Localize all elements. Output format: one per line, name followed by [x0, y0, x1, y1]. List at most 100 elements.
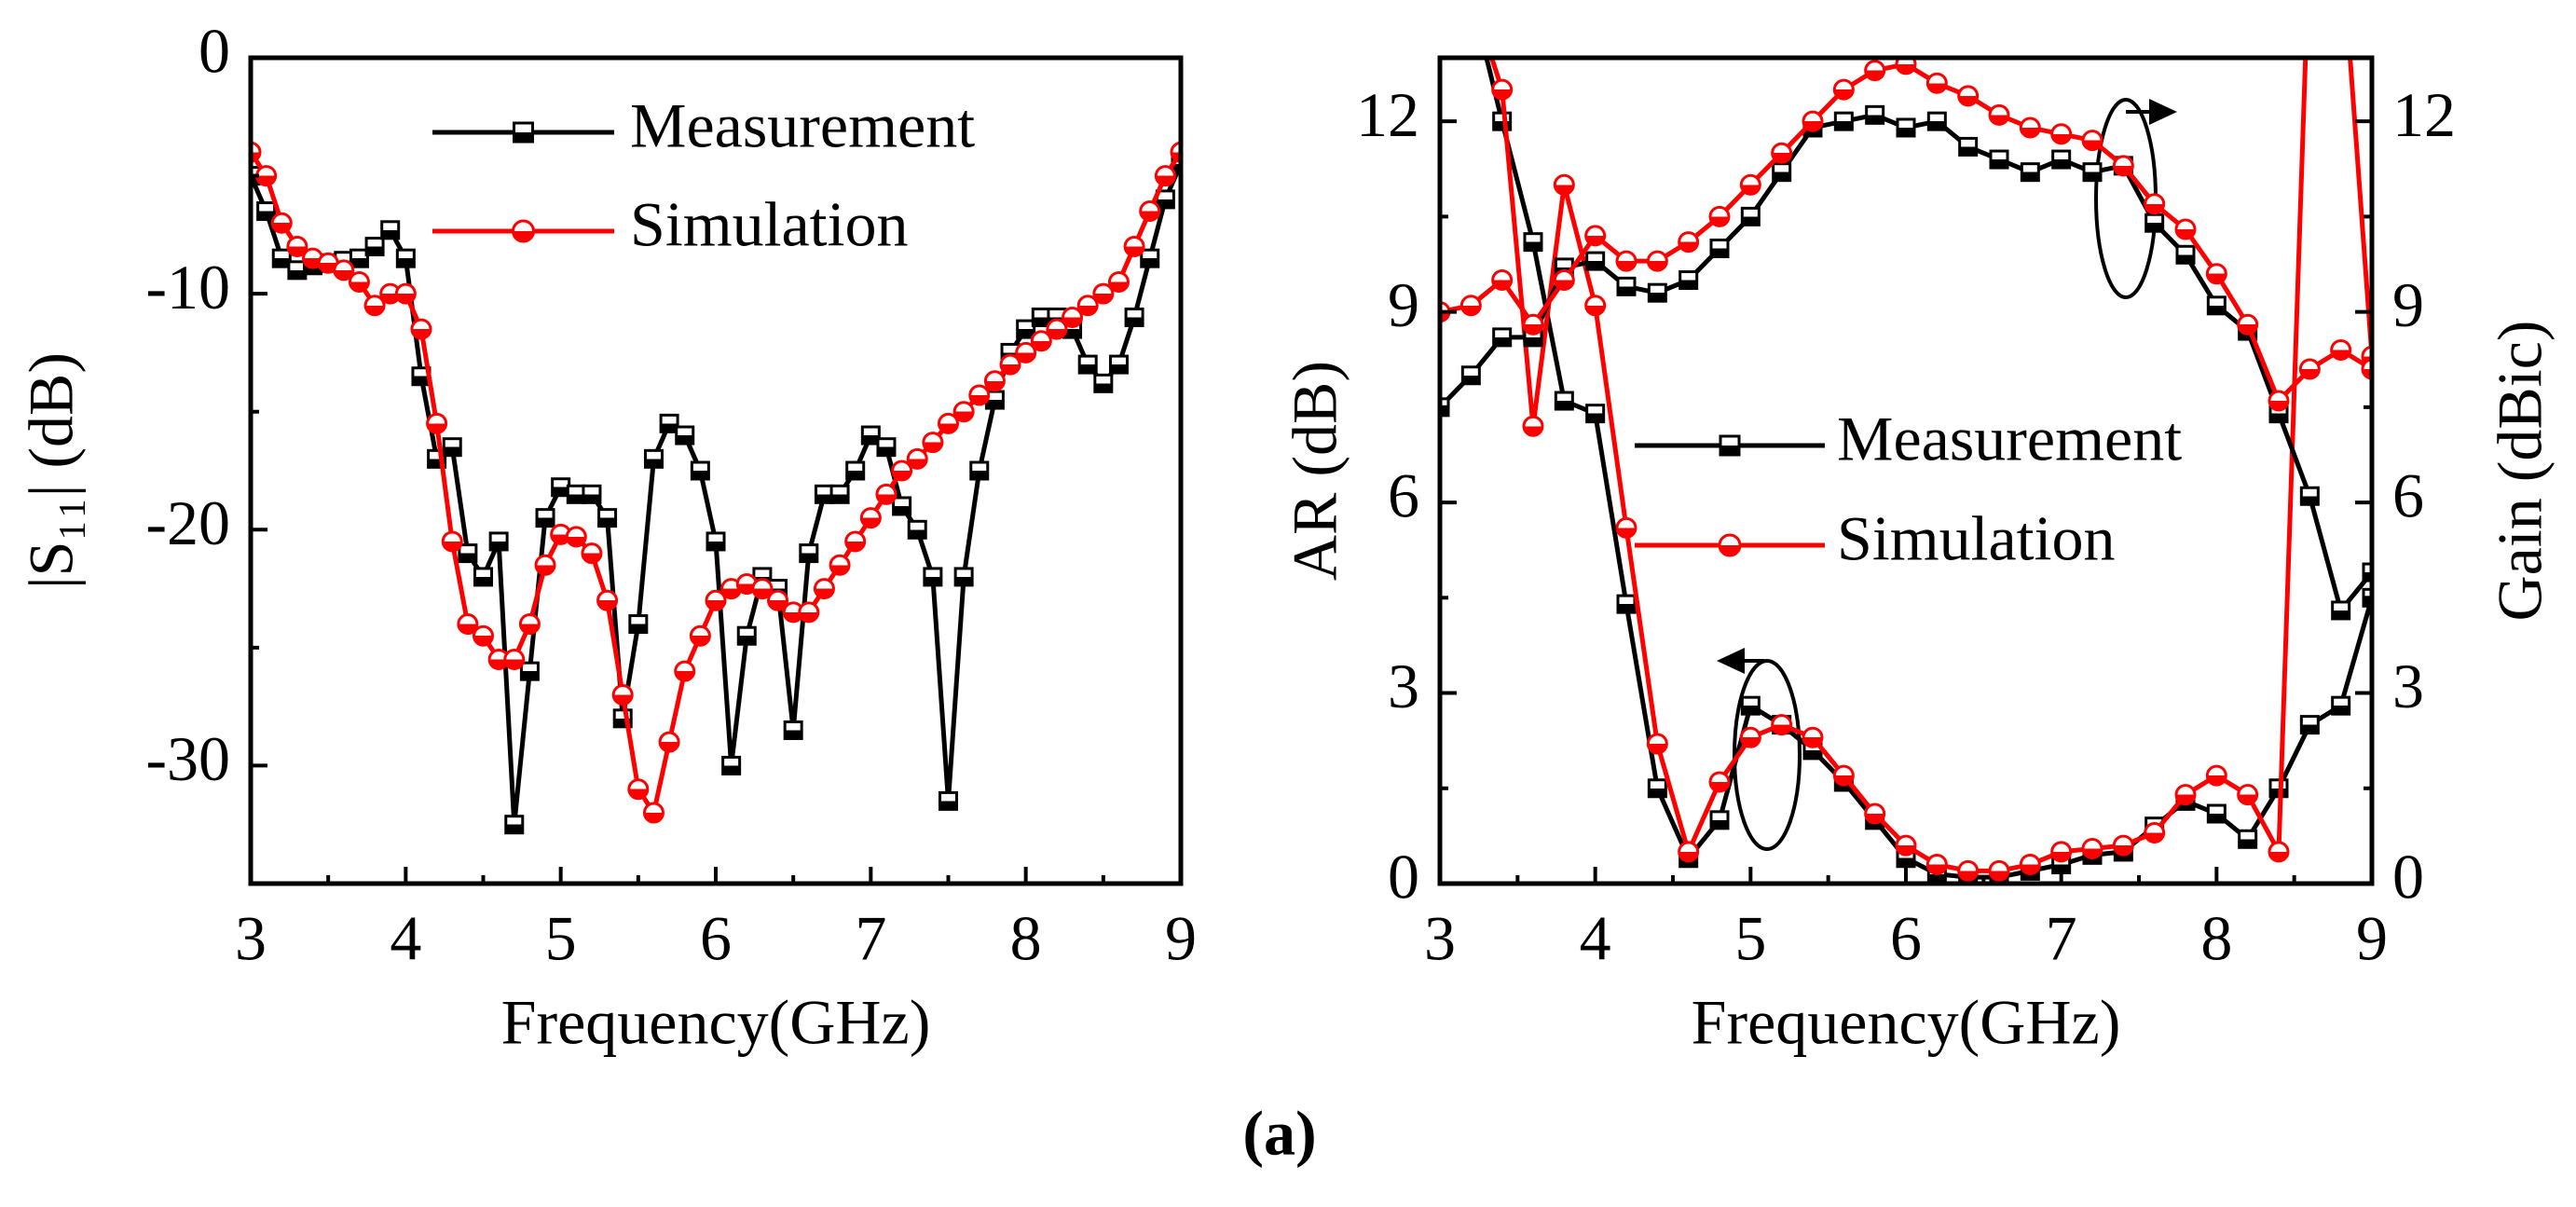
marker [1156, 167, 1174, 185]
y-tick-label: 3 [1388, 651, 1419, 721]
marker [1586, 226, 1605, 245]
marker [2301, 487, 2318, 504]
y2-axis-label: Gain (dBic) [2485, 321, 2555, 622]
marker [815, 580, 833, 598]
marker [1109, 272, 1128, 291]
marker [723, 757, 740, 774]
marker [1803, 112, 1822, 130]
marker [971, 462, 988, 479]
x-tick-label: 9 [1165, 903, 1197, 974]
marker [1679, 233, 1698, 252]
marker [1648, 734, 1666, 753]
x-tick-label: 4 [390, 903, 421, 974]
marker [1555, 271, 1573, 290]
marker [505, 651, 524, 669]
marker [459, 545, 476, 562]
marker [2177, 246, 2194, 263]
marker [738, 627, 755, 644]
marker [830, 555, 849, 574]
marker [1524, 417, 1542, 435]
marker [1927, 856, 1946, 874]
marker [2239, 315, 2257, 334]
page: {"caption": "(a)", "chart_data": [ {"typ… [0, 0, 2576, 1207]
marker [785, 721, 802, 738]
marker [925, 569, 941, 585]
marker [1710, 207, 1729, 226]
marker [1555, 392, 1572, 409]
marker [582, 544, 601, 563]
arrow-head [2149, 99, 2177, 125]
arrow-head [1717, 648, 1745, 674]
marker [2052, 843, 2071, 861]
marker [677, 427, 693, 444]
marker [2207, 766, 2226, 785]
legend-label: Simulation [630, 189, 908, 260]
marker [2333, 697, 2350, 714]
caption: (a) [1242, 1098, 1316, 1169]
marker [985, 372, 1004, 391]
marker [2083, 840, 2102, 858]
marker [847, 462, 864, 479]
marker [2269, 391, 2288, 410]
marker [1867, 106, 1884, 123]
marker [1494, 329, 1511, 346]
marker [257, 167, 276, 185]
marker [1461, 296, 1480, 315]
marker [2269, 843, 2288, 861]
marker [660, 733, 678, 751]
marker [1834, 766, 1853, 785]
marker [2208, 805, 2225, 822]
marker [1587, 405, 1604, 422]
marker [1774, 164, 1790, 181]
marker [1990, 105, 2008, 124]
marker [676, 662, 694, 680]
legend-entry: Simulation [432, 189, 908, 260]
y-tick-label: 6 [2392, 460, 2424, 531]
figure: (a) 34567890-10-20-30Frequency(GHz)|S₁₁|… [0, 0, 2576, 1207]
marker [1586, 296, 1605, 315]
marker [1525, 234, 1541, 251]
marker [970, 386, 989, 405]
y-tick-label: 12 [1356, 79, 1419, 150]
marker [955, 569, 972, 585]
x-tick-label: 5 [545, 903, 577, 974]
marker [520, 615, 539, 634]
marker [1679, 843, 1698, 861]
marker [490, 533, 507, 550]
y-axis-label: AR (dB) [1280, 361, 1350, 581]
marker [537, 510, 554, 527]
marker [878, 439, 895, 456]
series-line [251, 164, 1181, 825]
marker [954, 403, 973, 421]
marker [428, 414, 446, 432]
marker [1126, 309, 1143, 325]
marker [567, 528, 585, 546]
marker [2021, 856, 2039, 874]
x-tick-label: 3 [235, 903, 267, 974]
legend-entry: Measurement [432, 90, 975, 161]
marker [613, 685, 632, 704]
marker [2208, 297, 2225, 314]
marker [1555, 175, 1573, 194]
marker [2021, 118, 2039, 137]
marker [1711, 240, 1728, 256]
marker [924, 433, 942, 452]
marker [645, 450, 662, 467]
x-axis-label: Frequency(GHz) [1692, 987, 2121, 1058]
marker [1095, 375, 1112, 391]
marker [412, 320, 431, 338]
marker [366, 239, 383, 255]
marker [382, 222, 399, 239]
legend-label: Simulation [1837, 503, 2115, 574]
marker [2240, 830, 2256, 847]
marker [1587, 253, 1604, 269]
marker [1959, 87, 1978, 105]
marker [2083, 131, 2102, 150]
marker [909, 521, 925, 538]
marker [877, 485, 896, 503]
marker [2145, 195, 2164, 213]
y-tick-label: -10 [145, 252, 230, 322]
legend-label: Measurement [630, 90, 975, 161]
x-tick-label: 8 [1010, 903, 1042, 974]
marker [443, 532, 461, 551]
